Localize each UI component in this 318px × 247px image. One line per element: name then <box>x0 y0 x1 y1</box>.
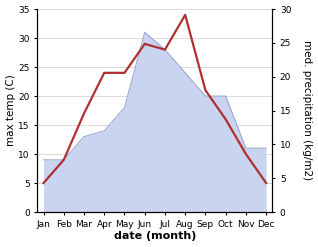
Y-axis label: max temp (C): max temp (C) <box>5 75 16 146</box>
Y-axis label: med. precipitation (kg/m2): med. precipitation (kg/m2) <box>302 41 313 181</box>
X-axis label: date (month): date (month) <box>114 231 196 242</box>
